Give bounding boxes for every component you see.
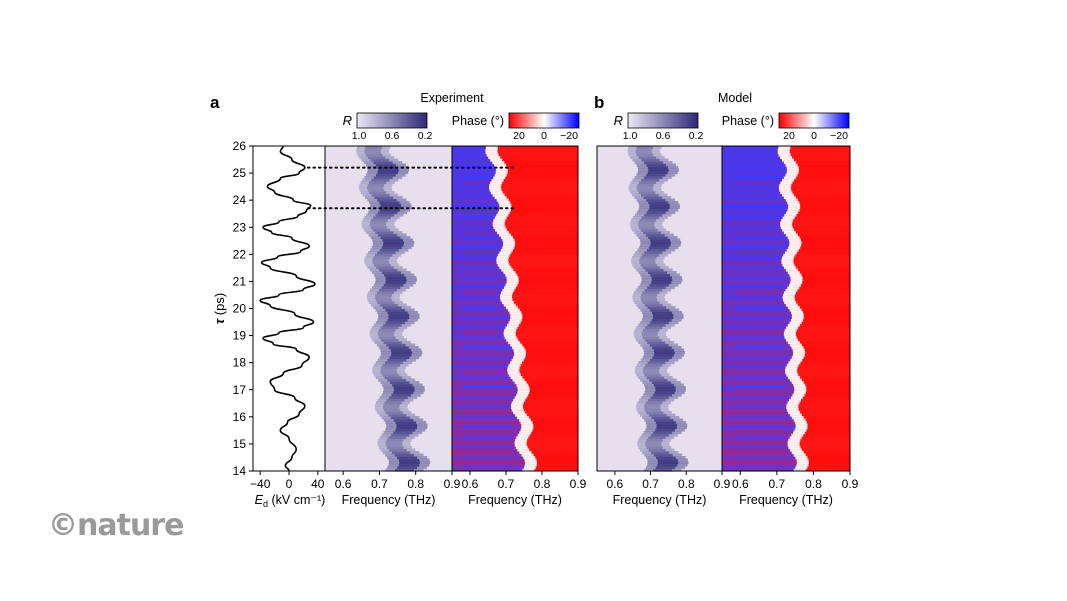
freq-tick-label: 0.7: [371, 477, 388, 491]
model-r-colorbar-tick: 0.6: [656, 130, 671, 142]
y-tick-label: 17: [233, 383, 247, 397]
experiment-r-colorbar-tick: 0.2: [418, 130, 433, 142]
freq-tick-label: 0.9: [444, 477, 461, 491]
model-phase-colorbar-tick: 20: [783, 130, 795, 142]
y-tick-label: 26: [233, 139, 247, 153]
model-r-heatmap: [596, 145, 723, 472]
y-tick-label: 24: [233, 193, 247, 207]
freq-tick-label: 0.7: [642, 477, 659, 491]
model-phase-colorbar-tick: −20: [830, 130, 848, 142]
model-r-colorbar-label: R: [614, 113, 623, 128]
model-r-colorbar: [627, 112, 699, 129]
freq-tick-label: 0.6: [607, 477, 624, 491]
freq-axis-label: Frequency (THz): [613, 493, 707, 507]
ed-panel-frame: [252, 145, 326, 472]
experiment-r-colorbar-tick: 1.0: [352, 130, 367, 142]
freq-tick-label: 0.8: [678, 477, 695, 491]
freq-tick-label: 0.8: [534, 477, 551, 491]
experiment-r-colorbar-tick: 0.6: [385, 130, 400, 142]
freq-axis-label: Frequency (THz): [342, 493, 436, 507]
experiment-r-heatmap: [324, 145, 453, 472]
freq-tick-label: 0.8: [805, 477, 822, 491]
experiment-phase-colorbar: [508, 112, 580, 129]
x-tick-label: 40: [311, 477, 325, 491]
freq-tick-label: 0.6: [335, 477, 352, 491]
nature-logo: ©nature: [48, 508, 184, 543]
y-tick-label: 25: [233, 166, 247, 180]
freq-tick-label: 0.9: [842, 477, 859, 491]
freq-tick-label: 0.9: [570, 477, 587, 491]
experiment-phase-colorbar-tick: 20: [513, 130, 525, 142]
model-phase-colorbar-label: Phase (°): [722, 114, 774, 128]
experiment-r-colorbar-label: R: [343, 113, 352, 128]
y-tick-label: 16: [233, 410, 247, 424]
y-tick-label: 22: [233, 247, 247, 261]
y-tick-label: 20: [233, 302, 247, 316]
y-tick-label: 14: [233, 464, 247, 478]
y-tick-label: 19: [233, 329, 247, 343]
model-phase-colorbar-tick: 0: [811, 130, 817, 142]
experiment-phase-heatmap: [451, 145, 579, 472]
experiment-r-colorbar: [356, 112, 428, 129]
experiment-phase-colorbar-tick: −20: [560, 130, 578, 142]
panel-label-a: a: [210, 93, 220, 112]
freq-tick-label: 0.7: [498, 477, 515, 491]
y-tick-label: 21: [233, 274, 247, 288]
y-tick-label: 15: [233, 437, 247, 451]
panel-label-b: b: [594, 93, 604, 112]
experiment-phase-colorbar-label: Phase (°): [452, 114, 504, 128]
ed-trace-line: [259, 145, 316, 472]
model-phase-colorbar: [778, 112, 850, 129]
ed-axis-label: Ed (kV cm⁻¹): [255, 493, 326, 509]
experiment-phase-colorbar-tick: 0: [541, 130, 547, 142]
model-r-colorbar-tick: 0.2: [689, 130, 704, 142]
freq-axis-label: Frequency (THz): [468, 493, 562, 507]
x-tick-label: 0: [286, 477, 293, 491]
experiment-title: Experiment: [420, 91, 484, 105]
y-axis-label: τ (ps): [212, 293, 227, 324]
freq-tick-label: 0.7: [769, 477, 786, 491]
model-title: Model: [718, 91, 752, 105]
freq-axis-label: Frequency (THz): [739, 493, 833, 507]
freq-tick-label: 0.9: [714, 477, 731, 491]
model-r-colorbar-tick: 1.0: [623, 130, 638, 142]
freq-tick-label: 0.6: [732, 477, 749, 491]
y-tick-label: 23: [233, 220, 247, 234]
x-tick-label: −40: [250, 477, 271, 491]
y-tick-label: 18: [233, 356, 247, 370]
freq-tick-label: 0.6: [462, 477, 479, 491]
freq-tick-label: 0.8: [407, 477, 424, 491]
model-phase-heatmap: [721, 145, 851, 472]
